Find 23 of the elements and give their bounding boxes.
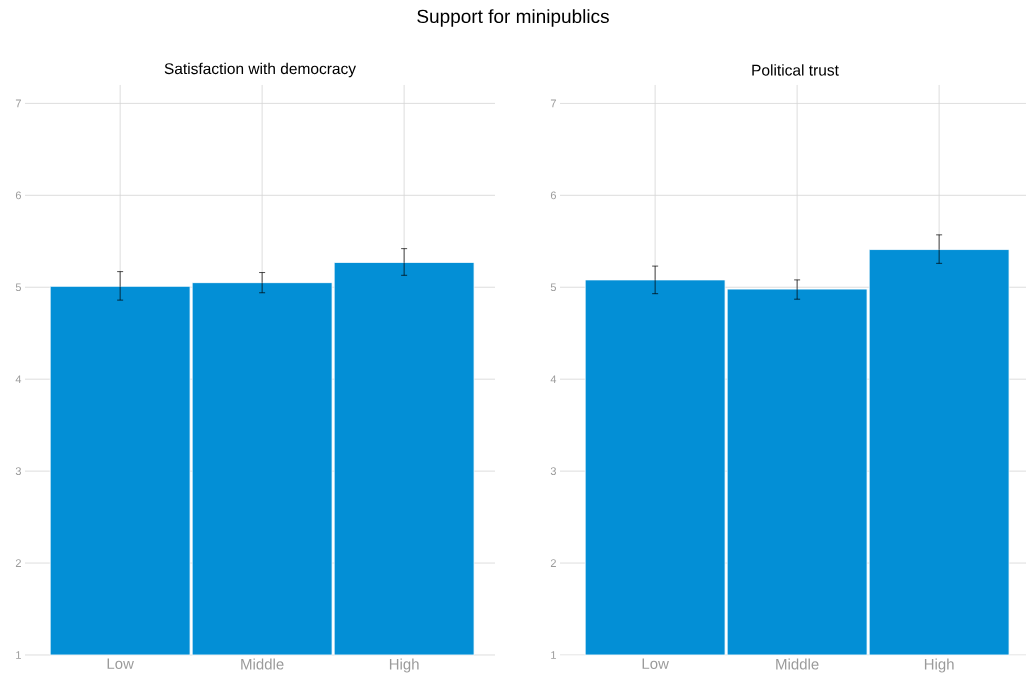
y-tick-label: 6 [550, 191, 556, 200]
y-tick-label: 2 [15, 559, 21, 567]
y-tick-label: 3 [15, 467, 21, 476]
x-tick-label: High [924, 658, 954, 673]
y-tick-label: 5 [15, 283, 21, 292]
y-tick-label: 5 [550, 283, 556, 292]
y-tick-label: 6 [15, 191, 21, 200]
y-tick-label: 2 [550, 559, 556, 567]
y-tick-label: 7 [15, 99, 21, 108]
chart-title: Support for minipublics [417, 9, 609, 27]
x-tick-label: High [389, 658, 419, 673]
x-tick-label: Middle [776, 658, 819, 670]
y-tick-label: 4 [15, 375, 22, 383]
y-tick-label: 3 [550, 467, 556, 476]
x-tick-label: Low [642, 658, 669, 669]
chart-subtitle: Satisfaction with democracy [164, 62, 356, 78]
y-tick-label: 1 [16, 651, 21, 659]
chart-subtitle: Political trust [752, 64, 839, 76]
y-tick-label: 4 [550, 375, 557, 383]
y-tick-label: 7 [550, 99, 556, 108]
y-tick-label: 1 [551, 651, 556, 659]
x-tick-label: Low [107, 658, 134, 669]
x-tick-label: Middle [241, 658, 284, 670]
